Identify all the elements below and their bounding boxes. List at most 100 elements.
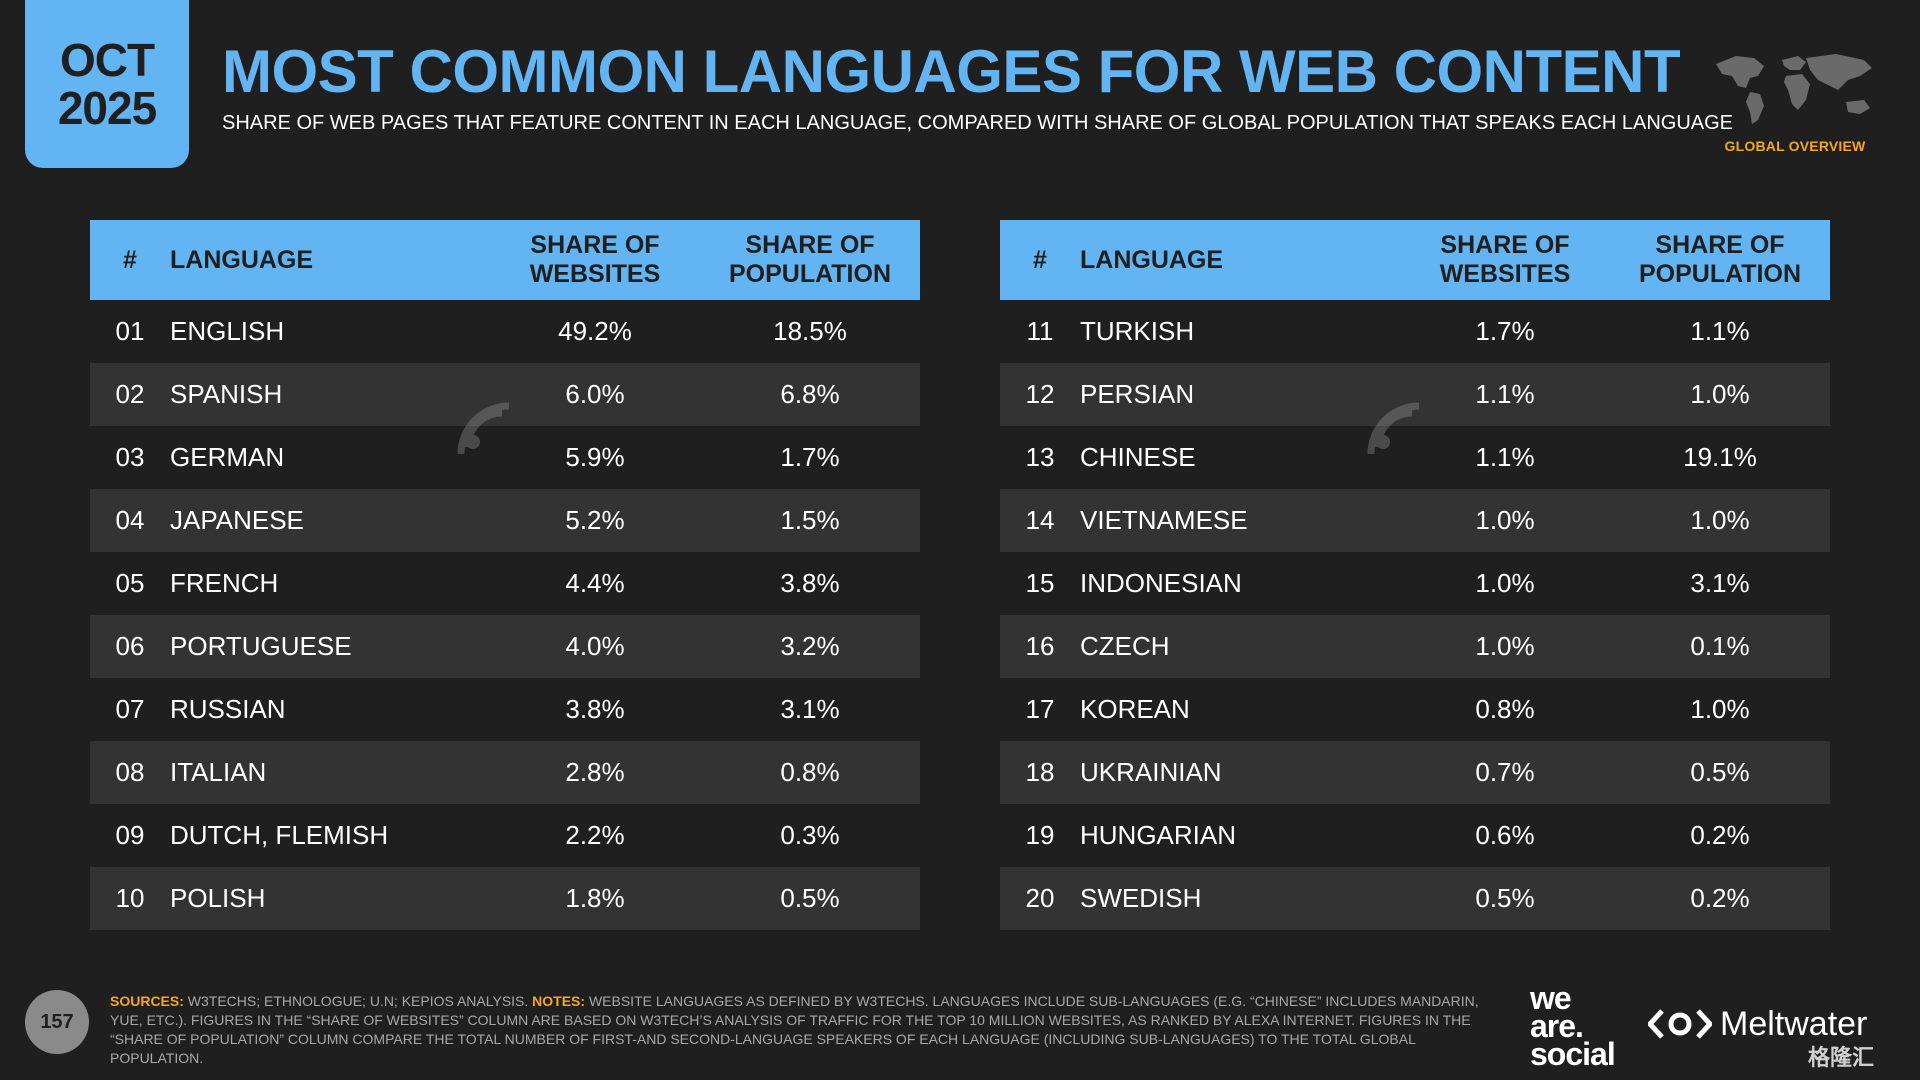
table-header: # LANGUAGE SHARE OF WEBSITES SHARE OF PO… [1000,220,1830,300]
row-rank: 13 [1025,442,1055,472]
table-row: 06 PORTUGUESE 4.0% 3.2% [90,615,920,678]
row-language: JAPANESE [170,505,304,535]
table-row: 12 PERSIAN 1.1% 1.0% [1000,363,1830,426]
col-header-population: SHARE OF POPULATION [700,231,920,289]
row-population-share: 1.0% [1690,379,1750,409]
datareportal-watermark-icon [1367,402,1420,455]
row-population-share: 0.5% [780,883,840,913]
row-websites-share: 1.1% [1475,442,1535,472]
table-row: 02 SPANISH 6.0% 6.8% [90,363,920,426]
row-websites-share: 0.6% [1475,820,1535,850]
row-language: FRENCH [170,568,279,598]
row-language: PERSIAN [1080,379,1195,409]
table-row: 10 POLISH 1.8% 0.5% [90,867,920,930]
table-row: 07 RUSSIAN 3.8% 3.1% [90,678,920,741]
row-population-share: 1.5% [780,505,840,535]
languages-table-left: # LANGUAGE SHARE OF WEBSITES SHARE OF PO… [90,220,920,930]
footnote: SOURCES: W3TECHS; ETHNOLOGUE; U.N; KEPIO… [110,992,1480,1068]
table-row: 16 CZECH 1.0% 0.1% [1000,615,1830,678]
notes-text: WEBSITE LANGUAGES AS DEFINED BY W3TECHS.… [110,993,1479,1066]
table-row: 05 FRENCH 4.4% 3.8% [90,552,920,615]
gelonghui-watermark: 格隆汇 [1808,1045,1875,1070]
table-row: 11 TURKISH 1.7% 1.1% [1000,300,1830,363]
row-population-share: 3.8% [780,568,840,598]
row-websites-share: 0.5% [1475,883,1535,913]
table-row: 20 SWEDISH 0.5% 0.2% [1000,867,1830,930]
row-language: PORTUGUESE [170,631,352,661]
date-year: 2025 [57,82,157,134]
row-websites-share: 1.8% [565,883,625,913]
row-language: CZECH [1080,631,1170,661]
table-header: # LANGUAGE SHARE OF WEBSITES SHARE OF PO… [90,220,920,300]
row-population-share: 1.7% [780,442,840,472]
row-rank: 12 [1025,379,1055,409]
table-row: 19 HUNGARIAN 0.6% 0.2% [1000,804,1830,867]
page-number: 157 [25,990,89,1054]
row-rank: 17 [1025,694,1055,724]
row-rank: 06 [115,631,145,661]
table-row: 08 ITALIAN 2.8% 0.8% [90,741,920,804]
col-header-language: LANGUAGE [1080,245,1224,274]
page-subtitle: SHARE OF WEB PAGES THAT FEATURE CONTENT … [222,112,1734,134]
we-are-social-logo: we are. social [1530,980,1640,1072]
row-rank: 14 [1025,505,1055,535]
row-websites-share: 2.2% [565,820,625,850]
table-row: 03 GERMAN 5.9% 1.7% [90,426,920,489]
col-header-websites-line2: WEBSITES [529,260,661,288]
row-websites-share: 4.4% [565,568,625,598]
row-websites-share: 4.0% [565,631,625,661]
table-row: 01 ENGLISH 49.2% 18.5% [90,300,920,363]
row-population-share: 3.1% [1690,568,1750,598]
sources-text: W3TECHS; ETHNOLOGUE; U.N; KEPIOS ANALYSI… [187,993,529,1009]
row-language: HUNGARIAN [1080,820,1237,850]
row-rank: 19 [1025,820,1055,850]
col-header-language: LANGUAGE [170,245,314,274]
col-header-num: # [1033,245,1047,274]
row-population-share: 3.1% [780,694,840,724]
row-language: GERMAN [170,442,285,472]
logo-line: social [1530,1036,1616,1072]
row-language: TURKISH [1080,316,1195,346]
row-population-share: 1.0% [1690,694,1750,724]
row-rank: 20 [1025,883,1055,913]
row-websites-share: 1.0% [1475,568,1535,598]
table-row: 18 UKRAINIAN 0.7% 0.5% [1000,741,1830,804]
logo-line: we [1530,980,1572,1016]
table-row: 17 KOREAN 0.8% 1.0% [1000,678,1830,741]
sources-label: SOURCES: [110,993,184,1009]
col-header-websites: SHARE OF WEBSITES [1400,231,1610,289]
table-row: 15 INDONESIAN 1.0% 3.1% [1000,552,1830,615]
row-websites-share: 0.7% [1475,757,1535,787]
row-rank: 03 [115,442,145,472]
row-rank: 01 [115,316,145,346]
row-websites-share: 1.0% [1475,631,1535,661]
row-websites-share: 0.8% [1475,694,1535,724]
section-label: GLOBAL OVERVIEW [1724,138,1866,154]
meltwater-logo: Meltwater [1648,1001,1867,1047]
table-row: 13 CHINESE 1.1% 19.1% [1000,426,1830,489]
row-language: SPANISH [170,379,283,409]
row-websites-share: 5.2% [565,505,625,535]
date-badge: OCT 2025 [25,0,189,168]
row-language: CHINESE [1080,442,1196,472]
col-header-population-line1: SHARE OF [1655,231,1785,259]
row-language: POLISH [170,883,266,913]
row-language: DUTCH, FLEMISH [170,820,389,850]
meltwater-wordmark: Meltwater [1720,1004,1868,1043]
row-websites-share: 5.9% [565,442,625,472]
row-population-share: 1.0% [1690,505,1750,535]
global-overview-badge: GLOBAL OVERVIEW [1706,46,1884,156]
datareportal-watermark-icon [457,402,510,455]
row-language: ENGLISH [170,316,285,346]
row-rank: 05 [115,568,145,598]
row-population-share: 0.5% [1690,757,1750,787]
row-population-share: 18.5% [773,316,847,346]
row-population-share: 0.2% [1690,883,1750,913]
row-rank: 15 [1025,568,1055,598]
date-month: OCT [59,34,155,86]
row-population-share: 3.2% [780,631,840,661]
table-row: 14 VIETNAMESE 1.0% 1.0% [1000,489,1830,552]
row-websites-share: 3.8% [565,694,625,724]
col-header-population-line2: POPULATION [1638,260,1802,288]
col-header-websites-line2: WEBSITES [1439,260,1571,288]
